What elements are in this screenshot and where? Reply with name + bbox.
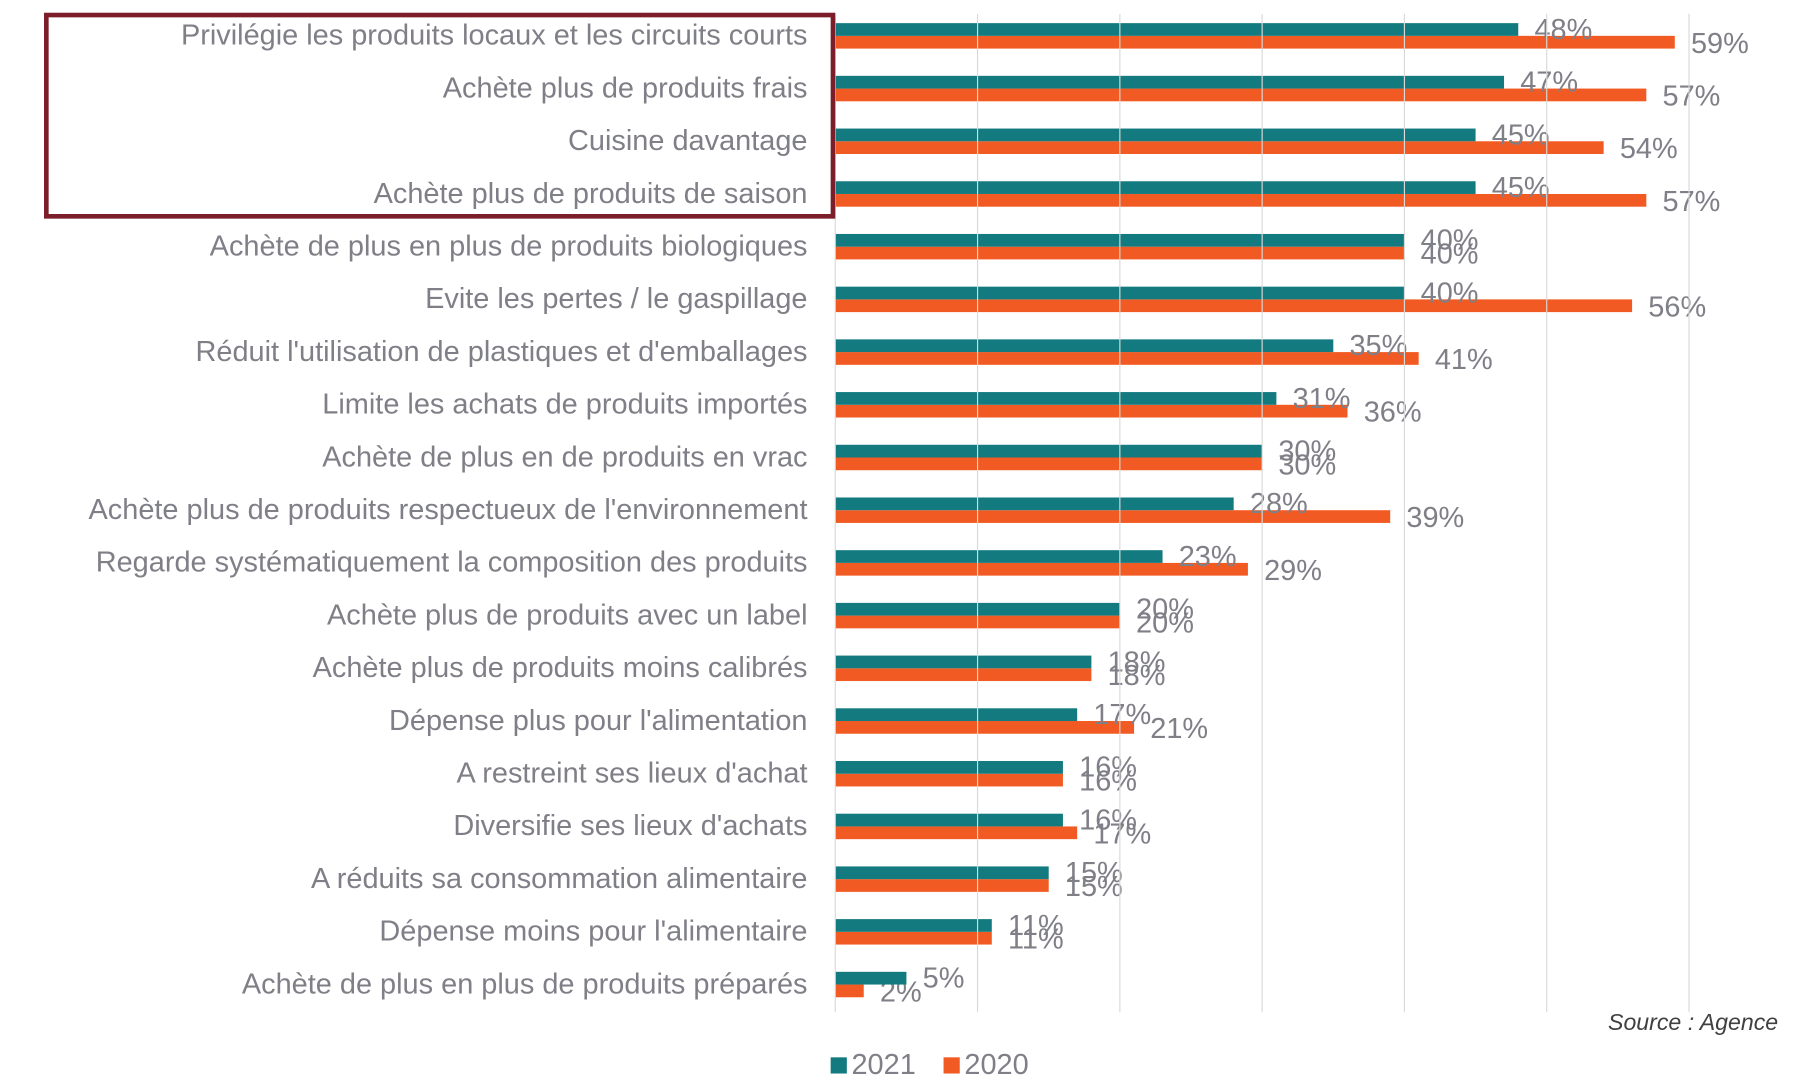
bar xyxy=(835,128,1476,142)
value-label: 29% xyxy=(1264,555,1322,587)
category-label: A réduits sa consommation alimentaire xyxy=(311,863,807,895)
bar xyxy=(835,35,1675,49)
value-label: 45% xyxy=(1492,172,1550,204)
category-label: Achète de plus en de produits en vrac xyxy=(322,441,807,473)
value-label: 15% xyxy=(1065,871,1123,903)
value-label: 36% xyxy=(1364,397,1422,429)
bar xyxy=(835,339,1334,353)
legend-swatch xyxy=(943,1057,960,1074)
category-label: Regarde systématiquement la composition … xyxy=(96,547,808,579)
category-label: Diversifie ses lieux d'achats xyxy=(453,810,807,842)
bar xyxy=(835,299,1633,313)
bar xyxy=(835,971,907,985)
value-label: 39% xyxy=(1406,502,1464,534)
bar xyxy=(835,984,864,998)
category-label: Achète plus de produits respectueux de l… xyxy=(89,494,808,526)
bar xyxy=(835,773,1063,787)
value-label: 5% xyxy=(923,963,965,995)
value-label: 11% xyxy=(1008,910,1064,942)
category-label: Limite les achats de produits importés xyxy=(322,389,807,421)
category-label: Evite les pertes / le gaspillage xyxy=(425,283,807,315)
value-label: 16% xyxy=(1079,766,1137,798)
legend-label: 2021 xyxy=(851,1049,915,1077)
bar xyxy=(835,404,1348,418)
category-label: Réduit l'utilisation de plastiques et d'… xyxy=(195,336,807,368)
value-label: 20% xyxy=(1136,608,1194,640)
bar xyxy=(835,761,1063,774)
legend-swatch xyxy=(830,1057,847,1074)
bar xyxy=(835,181,1476,194)
category-label: Dépense plus pour l'alimentation xyxy=(389,705,807,737)
category-label: Achète plus de produits moins calibrés xyxy=(313,652,808,684)
value-label: 35% xyxy=(1349,330,1407,362)
value-label: 21% xyxy=(1150,713,1208,745)
bar xyxy=(835,866,1049,880)
bar xyxy=(835,141,1604,154)
bar xyxy=(835,444,1263,458)
value-label: 30% xyxy=(1278,449,1336,481)
bar xyxy=(835,457,1263,471)
category-label: Achète plus de produits frais xyxy=(443,72,808,104)
bar xyxy=(835,75,1505,89)
bar xyxy=(835,392,1277,405)
bar xyxy=(835,562,1248,576)
value-label: 15% xyxy=(1065,857,1123,889)
value-label: 23% xyxy=(1179,541,1237,573)
category-label: Achète plus de produits de saison xyxy=(374,178,808,210)
bar xyxy=(835,826,1078,840)
value-label: 16% xyxy=(1079,752,1137,784)
value-label: 56% xyxy=(1648,291,1706,323)
bar xyxy=(835,879,1049,892)
value-label: 41% xyxy=(1435,344,1493,376)
value-label: 40% xyxy=(1421,239,1479,271)
value-label: 40% xyxy=(1421,277,1479,309)
value-label: 54% xyxy=(1620,133,1678,165)
bar xyxy=(835,919,992,932)
value-label: 18% xyxy=(1108,646,1166,678)
highlight-box xyxy=(44,12,836,219)
bar xyxy=(835,23,1519,36)
value-label: 57% xyxy=(1663,80,1721,112)
bar xyxy=(835,931,992,945)
value-label: 28% xyxy=(1250,488,1308,520)
category-label: Privilégie les produits locaux et les ci… xyxy=(181,20,808,52)
value-label: 48% xyxy=(1534,14,1592,46)
bar xyxy=(835,193,1647,207)
value-label: 16% xyxy=(1079,804,1137,836)
value-label: 45% xyxy=(1492,119,1550,151)
category-label: A restreint ses lieux d'achat xyxy=(457,758,808,790)
value-label: 20% xyxy=(1136,594,1194,626)
legend-label: 2020 xyxy=(964,1049,1028,1077)
category-label: Achète de plus en plus de produits biolo… xyxy=(210,230,808,262)
bar xyxy=(835,813,1063,827)
bar xyxy=(835,708,1078,722)
value-label: 30% xyxy=(1278,436,1336,468)
bar xyxy=(835,668,1092,682)
value-label: 17% xyxy=(1093,699,1151,731)
category-label: Dépense moins pour l'alimentaire xyxy=(379,916,807,948)
bar xyxy=(835,550,1163,563)
category-label: Achète plus de produits avec un label xyxy=(327,599,807,631)
value-label: 17% xyxy=(1093,818,1151,850)
bar xyxy=(835,655,1092,669)
category-label: Cuisine davantage xyxy=(568,125,807,157)
value-label: 47% xyxy=(1520,67,1578,99)
category-label: Achète de plus en plus de produits prépa… xyxy=(242,968,808,1000)
bar xyxy=(835,352,1419,365)
value-label: 59% xyxy=(1691,28,1749,60)
bar xyxy=(835,497,1234,511)
bar xyxy=(835,510,1391,523)
value-label: 31% xyxy=(1293,383,1351,415)
source: Source : Agence xyxy=(1608,1009,1778,1035)
value-label: 18% xyxy=(1108,660,1166,692)
bar xyxy=(835,88,1647,102)
value-label: 11% xyxy=(1008,924,1064,956)
value-label: 40% xyxy=(1421,225,1479,257)
bar xyxy=(835,721,1135,734)
value-label: 57% xyxy=(1663,186,1721,218)
